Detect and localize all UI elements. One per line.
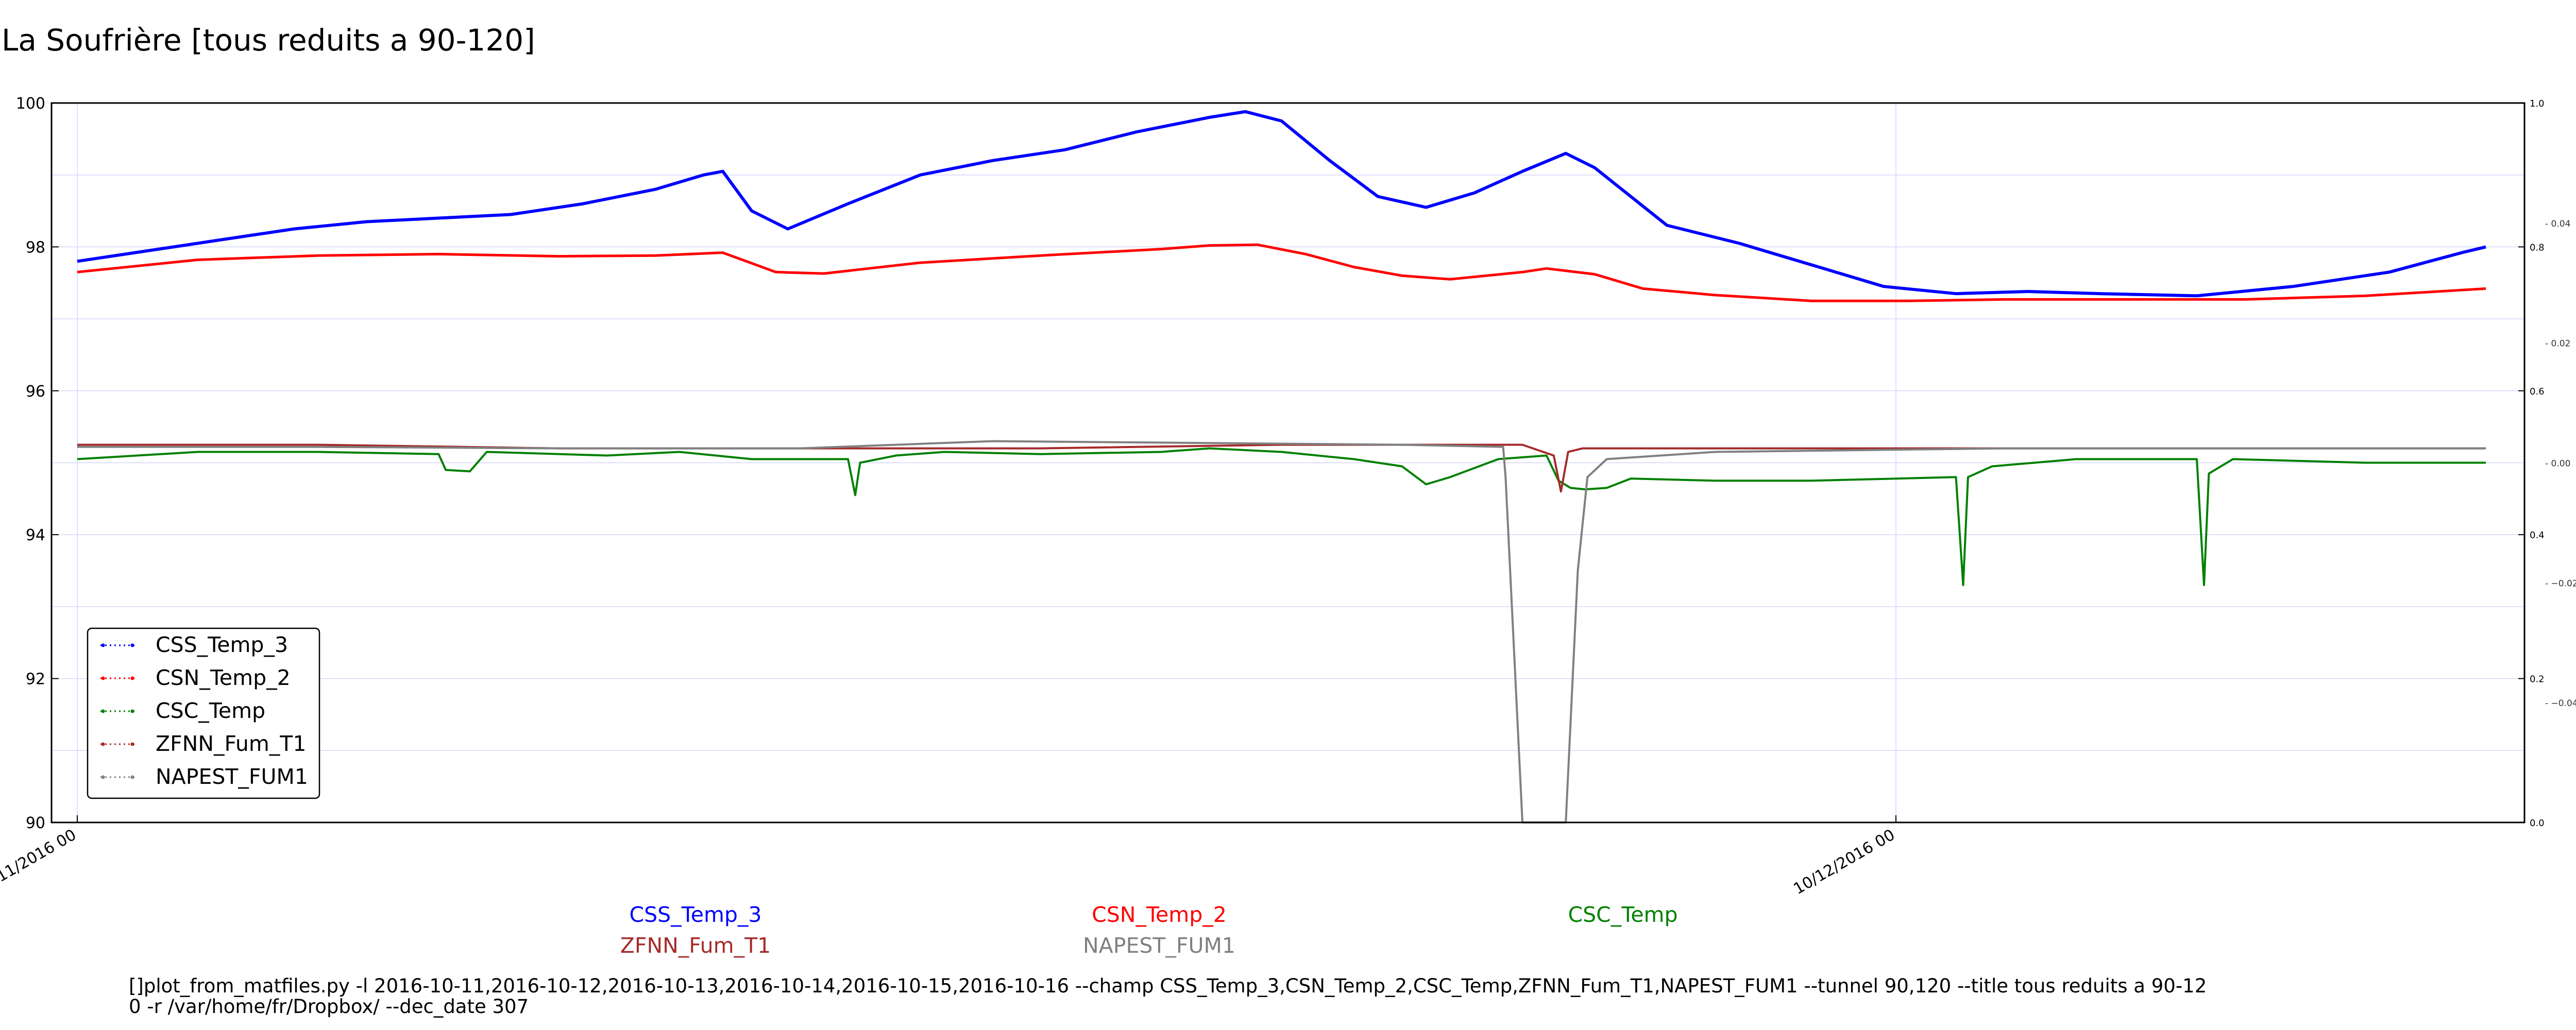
plot-label: CSS_Temp_3	[629, 902, 761, 927]
right-tick-label: 0.2	[2530, 674, 2545, 685]
right-minor-tick-label: - −0.02	[2545, 578, 2576, 589]
legend-marker	[101, 742, 105, 746]
right-tick-label: 1.0	[2530, 98, 2545, 109]
left-axis: 90 92 94 96 98 100	[16, 95, 59, 832]
right-tick-label: 0.6	[2530, 386, 2545, 397]
right-minor-tick-label: - 0.00	[2545, 459, 2570, 469]
legend-label: ZFNN_Fum_T1	[156, 731, 306, 756]
x-axis: 11/2016 00 10/12/2016 00	[0, 815, 1898, 898]
left-tick-label: 90	[26, 814, 45, 832]
chart-title: La Soufrière [tous reduits a 90-120]	[2, 23, 535, 58]
legend-label: CSS_Temp_3	[156, 632, 288, 657]
right-tick-label: 0.8	[2530, 242, 2545, 253]
plot-frame	[50, 102, 2526, 823]
legend-marker	[130, 676, 134, 680]
right-axis: 0.0 0.2 0.4 0.6 0.8 1.0 - −0.04 - −0.02 - 0.00 - …	[2518, 98, 2576, 829]
series-line-CSS_Temp_3	[77, 110, 2486, 298]
series-layer	[77, 110, 2486, 823]
x-tick-label: 10/12/2016 00	[1790, 826, 1898, 899]
left-tick-label: 100	[16, 95, 45, 113]
left-tick-label: 92	[26, 671, 45, 689]
right-minor-tick-label: - −0.04	[2545, 698, 2576, 709]
legend-marker	[130, 643, 134, 647]
right-tick-label: 0.0	[2530, 818, 2545, 829]
plot-label: CSC_Temp	[1568, 902, 1677, 927]
legend-label: CSN_Temp_2	[156, 665, 291, 690]
left-tick-label: 94	[26, 526, 45, 544]
series-line-CSC_Temp	[77, 447, 2486, 586]
legend-marker	[130, 742, 134, 746]
left-tick-label: 96	[26, 383, 45, 401]
right-minor-tick-label: - 0.02	[2545, 339, 2570, 349]
legend-marker	[130, 775, 134, 779]
plot-label: CSN_Temp_2	[1092, 902, 1227, 927]
grid	[52, 102, 2524, 823]
command-line-1: []plot_from_matfiles.py -l 2016-10-11,20…	[129, 975, 2207, 997]
legend-label: CSC_Temp	[156, 698, 265, 723]
legend-marker	[101, 709, 105, 713]
x-tick-label: 11/2016 00	[0, 826, 79, 886]
right-tick-label: 0.4	[2530, 530, 2545, 541]
series-line-NAPEST_FUM1	[77, 440, 2486, 823]
command-line-2: 0 -r /var/home/fr/Dropbox/ --dec_date 30…	[129, 995, 529, 1018]
legend-marker	[101, 775, 105, 779]
legend-marker	[101, 676, 105, 680]
legend-marker	[130, 709, 134, 713]
plot-label: NAPEST_FUM1	[1083, 933, 1235, 958]
plot-label: ZFNN_Fum_T1	[620, 933, 771, 958]
legend-label: NAPEST_FUM1	[156, 764, 308, 789]
series-line-CSN_Temp_2	[77, 243, 2486, 302]
legend-box	[87, 627, 320, 799]
legend: CSS_Temp_3 CSN_Temp_2 CSC_Temp ZFNN_Fum_T1 N…	[87, 627, 320, 799]
right-minor-tick-label: - 0.04	[2545, 219, 2570, 229]
legend-marker	[101, 643, 105, 647]
left-tick-label: 98	[26, 238, 45, 256]
plot-labels: CSS_Temp_3 CSN_Temp_2 CSC_Temp ZFNN_Fum_T1 N…	[620, 902, 1678, 958]
